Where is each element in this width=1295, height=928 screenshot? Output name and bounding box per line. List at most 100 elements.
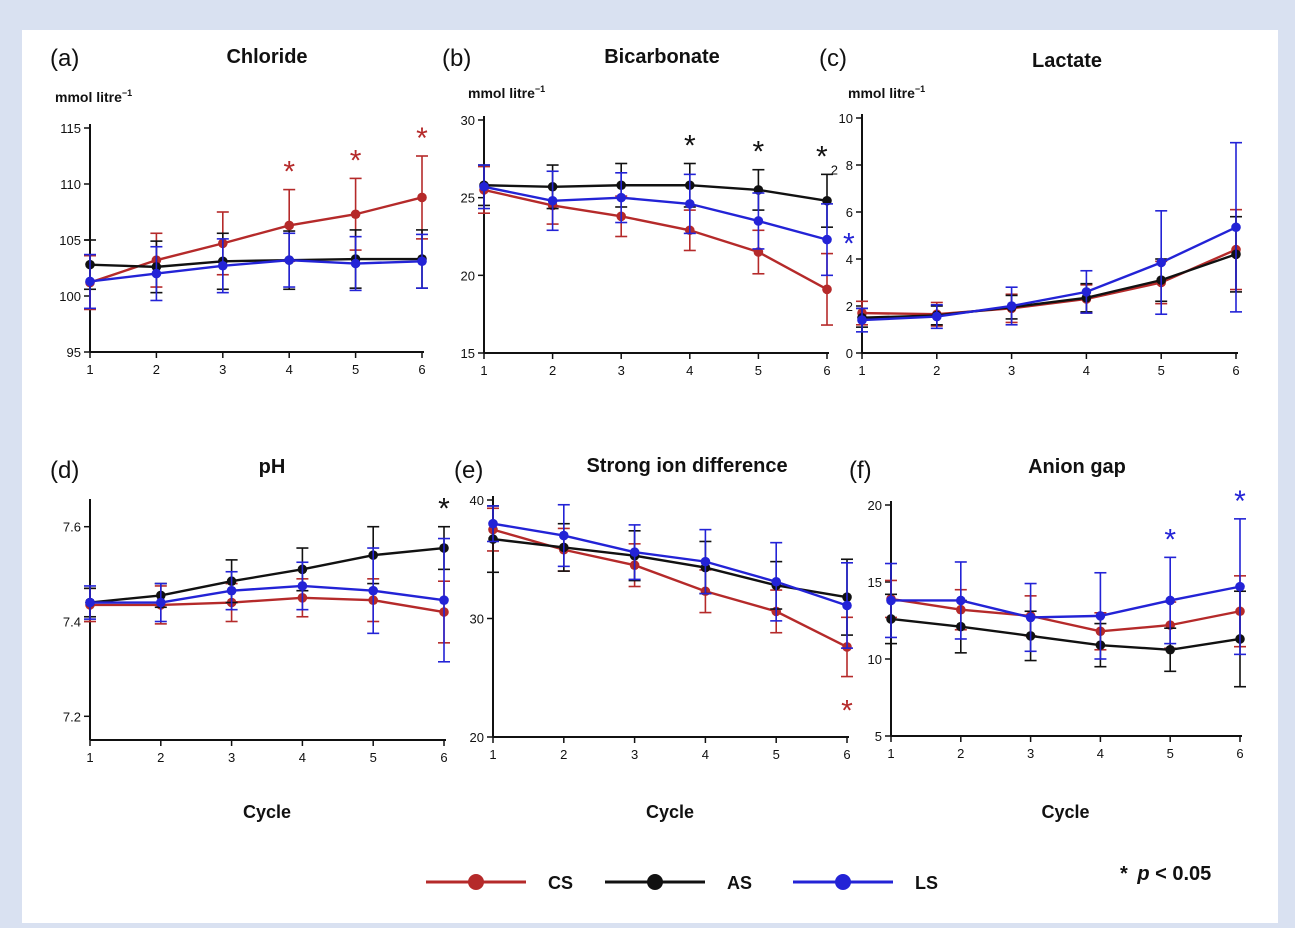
y-tick-label: 115 (60, 121, 81, 136)
panel-label: (b) (442, 45, 471, 72)
x-tick-label: 1 (480, 363, 487, 378)
x-tick-label: 2 (560, 747, 567, 762)
series-cs (885, 575, 1246, 651)
data-point (284, 220, 295, 231)
x-tick-label: 6 (1236, 746, 1243, 761)
y-tick-label: 20 (868, 498, 882, 513)
series-line (890, 617, 1241, 651)
x-axis-label: Cycle (646, 802, 694, 822)
chart-title: Lactate (1032, 50, 1102, 72)
x-tick-label: 3 (219, 362, 226, 377)
series-line (861, 248, 1237, 316)
data-point (1156, 257, 1166, 268)
y-tick-label: 105 (59, 233, 81, 248)
x-tick-label: 3 (631, 747, 638, 762)
data-point (1025, 612, 1036, 623)
series-line (492, 522, 848, 607)
y-tick-label: 2 (846, 299, 853, 314)
series-ls (487, 503, 853, 649)
y-tick-label: 20 (470, 730, 484, 745)
data-point (1081, 287, 1092, 297)
x-axis-label: Cycle (243, 802, 291, 822)
series-cs (84, 155, 428, 311)
data-point (350, 209, 361, 220)
x-tick-label: 4 (686, 363, 693, 378)
annotation-superscript: 2 (831, 162, 838, 177)
legend: CS AS LS * p < 0.05 (426, 863, 1211, 893)
data-point (547, 195, 558, 206)
series-line (483, 185, 828, 241)
data-point (350, 258, 361, 269)
y-tick-label: 15 (868, 575, 882, 590)
panel-label: (d) (50, 457, 79, 484)
chart-title: Strong ion difference (586, 455, 787, 477)
sig-star: * (1120, 863, 1133, 885)
series-line (891, 585, 1241, 619)
x-tick-label: 5 (755, 363, 762, 378)
significance-star: * (416, 122, 428, 155)
series-line (492, 537, 848, 599)
unit-superscript: −1 (122, 88, 132, 98)
legend-label: CS (548, 873, 573, 893)
sig-p: p (1136, 863, 1149, 885)
series-line (483, 184, 828, 202)
y-tick-label: 40 (470, 493, 484, 508)
data-point (822, 284, 832, 295)
legend-label: AS (727, 873, 752, 893)
data-point (85, 597, 95, 608)
data-point (368, 585, 379, 596)
data-point (629, 547, 640, 557)
legend-item-cs: CS (426, 873, 573, 893)
y-tick-label: 8 (846, 158, 853, 173)
panel-label: (c) (819, 45, 847, 72)
panel-label: (a) (50, 45, 79, 72)
x-tick-label: 1 (86, 750, 93, 765)
y-tick-label: 20 (461, 268, 475, 283)
panel-label: (e) (454, 457, 483, 484)
significance-star: * (283, 156, 295, 189)
x-tick-label: 2 (933, 363, 940, 378)
x-tick-label: 3 (1027, 746, 1034, 761)
unit-label: mmol litre−1 (848, 84, 925, 101)
series-line (89, 196, 423, 284)
x-tick-label: 6 (418, 362, 425, 377)
series-cs (856, 208, 1242, 327)
x-tick-label: 5 (773, 747, 780, 762)
panel-a: (a) Chloride mmol litre−1 95 100 105 110 115 1 2 3… (50, 45, 428, 377)
data-point (822, 234, 832, 245)
y-tick-label: 10 (868, 652, 882, 667)
data-point (616, 192, 626, 203)
series-line (861, 226, 1237, 322)
x-tick-label: 2 (549, 363, 556, 378)
series-line (483, 188, 828, 291)
significance-star: * (1164, 523, 1176, 556)
data-point (886, 595, 896, 606)
data-point (1006, 301, 1017, 311)
y-tick-label: 25 (461, 191, 475, 206)
significance-star: * (684, 129, 696, 162)
x-tick-label: 5 (1158, 363, 1165, 378)
x-tick-label: 6 (440, 750, 447, 765)
chart-title: Bicarbonate (604, 46, 720, 68)
series-line (90, 584, 445, 604)
y-tick-label: 0 (846, 346, 853, 361)
data-point (842, 600, 852, 611)
y-tick-label: 30 (470, 612, 484, 627)
data-point (218, 260, 228, 271)
series-as (487, 505, 853, 636)
data-point (297, 581, 308, 591)
y-tick-label: 100 (59, 289, 81, 304)
significance-note: * p < 0.05 (1120, 863, 1211, 885)
series-cs (487, 507, 853, 678)
legend-marker (647, 874, 663, 890)
data-point (439, 595, 449, 605)
x-tick-label: 2 (153, 362, 160, 377)
y-tick-label: 10 (839, 111, 853, 126)
data-point (417, 192, 427, 203)
series-ls (478, 164, 833, 277)
x-axis-label: Cycle (1041, 802, 1089, 822)
unit-label: mmol litre−1 (468, 84, 545, 101)
y-tick-label: 30 (461, 113, 475, 128)
y-tick-label: 4 (846, 252, 853, 267)
data-point (771, 576, 781, 587)
